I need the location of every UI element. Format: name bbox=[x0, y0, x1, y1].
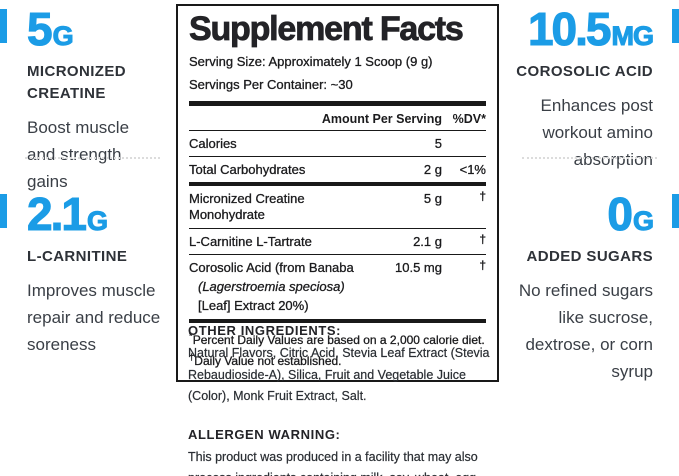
row-amount: 5 bbox=[434, 135, 443, 151]
stat-title: MICRONIZED CREATINE bbox=[27, 63, 126, 102]
accent-bar bbox=[672, 194, 679, 228]
stat-description: Improves muscle repair and reduce sorene… bbox=[27, 280, 161, 355]
stat-title: COROSOLIC ACID bbox=[516, 63, 653, 80]
stat-description: No refined sugars like sucrose, dextrose… bbox=[518, 280, 653, 382]
stat-value: 5 bbox=[26, 3, 53, 55]
accent-bar bbox=[0, 194, 7, 228]
other-ingredients-text: Natural Flavors, Citric Acid, Stevia Lea… bbox=[188, 346, 490, 403]
stat-value-group: 2.1 G bbox=[26, 188, 162, 240]
table-row-carbohydrates: Total Carbohydrates 2 g <1% bbox=[189, 155, 486, 182]
amount-column-header: Amount Per Serving bbox=[321, 111, 442, 126]
footnote-marker: † bbox=[189, 352, 195, 364]
row-label-latin-name: (Lagerstroemia speciosa) bbox=[198, 279, 345, 295]
allergen-warning-text: This product was produced in a facility … bbox=[188, 449, 480, 476]
row-label-line1: Corosolic Acid (from Banaba bbox=[189, 259, 354, 275]
stat-unit: G bbox=[632, 206, 654, 236]
stat-value-group: 5 G bbox=[26, 3, 162, 55]
row-label-line3: [Leaf] Extract 20%) bbox=[198, 298, 309, 314]
stat-description: Enhances post workout amino absorption bbox=[540, 95, 653, 170]
stat-added-sugars: 0 G ADDED SUGARS No refined sugars like … bbox=[500, 188, 679, 386]
stat-corosolic-acid: 10.5 MG COROSOLIC ACID Enhances post wor… bbox=[500, 3, 679, 173]
row-dv: † bbox=[479, 231, 486, 246]
stat-value-group: 10.5 MG bbox=[514, 3, 655, 55]
stat-description: Boost muscle and strength gains bbox=[27, 117, 130, 191]
allergen-warning-heading: ALLERGEN WARNING: bbox=[188, 426, 341, 442]
row-amount: 2 g bbox=[423, 161, 442, 177]
row-label: Corosolic Acid (from Banaba (Lagerstroem… bbox=[189, 260, 380, 315]
servings-per-container: Servings Per Container: ~30 bbox=[189, 77, 353, 93]
left-stat-column: 5 G MICRONIZED CREATINE Boost muscle and… bbox=[0, 0, 176, 476]
other-ingredients-heading: OTHER INGREDIENTS: bbox=[188, 323, 342, 338]
dv-column-header: %DV* bbox=[452, 111, 486, 126]
table-header: Amount Per Serving %DV* bbox=[189, 106, 486, 130]
stat-value: 2.1 bbox=[26, 188, 87, 240]
stat-title: L-CARNITINE bbox=[27, 248, 128, 265]
thick-rule bbox=[189, 100, 486, 106]
table-row-creatine: Micronized Creatine Monohydrate 5 g † bbox=[189, 186, 486, 228]
stat-unit: G bbox=[52, 21, 74, 51]
table-row-corosolic-acid: Corosolic Acid (from Banaba (Lagerstroem… bbox=[189, 253, 486, 319]
table-row-calories: Calories 5 bbox=[189, 129, 486, 156]
row-label: Total Carbohydrates bbox=[189, 161, 306, 177]
footnotes: *Percent Daily Values are based on a 2,0… bbox=[189, 323, 486, 374]
row-amount: 10.5 mg bbox=[395, 259, 442, 275]
footnote-marker: * bbox=[189, 330, 193, 342]
row-label: Micronized Creatine Monohydrate bbox=[189, 191, 305, 223]
stat-micronized-creatine: 5 G MICRONIZED CREATINE Boost muscle and… bbox=[0, 3, 176, 195]
thick-rule bbox=[189, 182, 486, 187]
accent-bar bbox=[672, 9, 679, 43]
row-amount: 5 g bbox=[423, 191, 442, 207]
row-dv: † bbox=[479, 189, 486, 204]
table-row-carnitine: L-Carnitine L-Tartrate 2.1 g † bbox=[189, 227, 486, 254]
dotted-divider bbox=[25, 157, 160, 159]
row-dv bbox=[442, 136, 486, 152]
stat-value-group: 0 G bbox=[514, 188, 655, 240]
stat-title: ADDED SUGARS bbox=[526, 248, 653, 265]
stat-unit: G bbox=[86, 206, 108, 236]
thick-rule bbox=[189, 318, 486, 323]
row-amount: 2.1 g bbox=[413, 233, 442, 249]
row-dv: <1% bbox=[459, 161, 486, 177]
row-label: Calories bbox=[189, 135, 237, 151]
row-dv: † bbox=[479, 257, 486, 272]
accent-bar bbox=[0, 9, 7, 43]
panel-title: Supplement Facts bbox=[189, 10, 465, 48]
serving-size: Serving Size: Approximately 1 Scoop (9 g… bbox=[189, 53, 433, 69]
stat-l-carnitine: 2.1 G L-CARNITINE Improves muscle repair… bbox=[0, 188, 176, 358]
footnote-dagger: †Daily Value not established. bbox=[189, 352, 342, 369]
stat-value: 10.5 bbox=[527, 3, 612, 55]
right-stat-column: 10.5 MG COROSOLIC ACID Enhances post wor… bbox=[500, 0, 679, 476]
bottom-notes: OTHER INGREDIENTS: Natural Flavors, Citr… bbox=[188, 323, 506, 476]
dotted-divider bbox=[522, 157, 657, 159]
footnote-dv: *Percent Daily Values are based on a 2,0… bbox=[189, 330, 485, 347]
stat-unit: MG bbox=[611, 21, 655, 51]
other-ingredients-section: OTHER INGREDIENTS: Natural Flavors, Citr… bbox=[188, 323, 506, 408]
row-label: L-Carnitine L-Tartrate bbox=[189, 233, 312, 249]
stat-value: 0 bbox=[607, 188, 634, 240]
allergen-warning-section: ALLERGEN WARNING: This product was produ… bbox=[188, 427, 506, 476]
supplement-facts-panel: Supplement Facts Serving Size: Approxima… bbox=[176, 4, 499, 383]
